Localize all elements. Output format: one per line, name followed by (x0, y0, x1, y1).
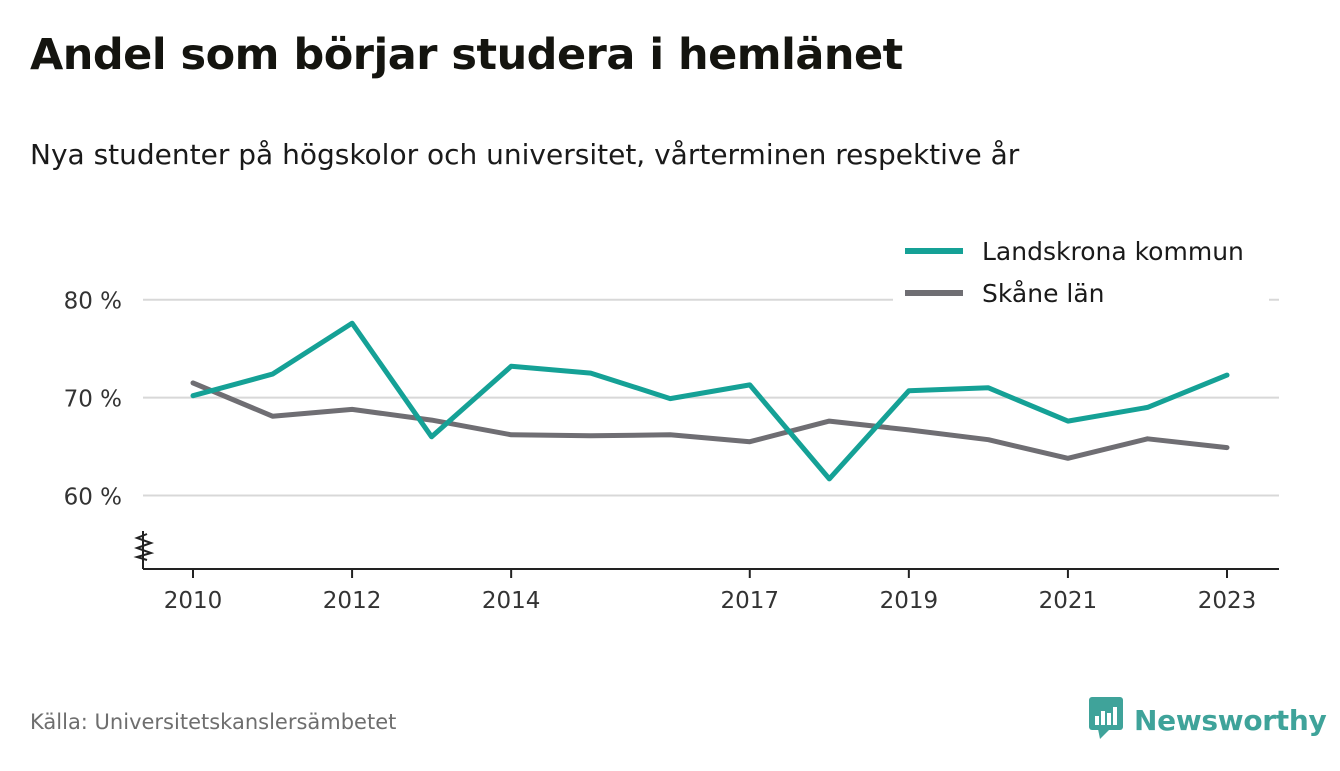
line-chart: 80 % 70 % 60 % 2010 2012 2014 2017 2019 2021 2023… (63, 232, 1279, 614)
x-tick-label: 2014 (482, 588, 541, 614)
y-tick-label: 60 % (64, 485, 122, 511)
chart-title: Andel som börjar studera i hemlänet (30, 30, 903, 80)
x-tick-label: 2019 (880, 588, 939, 614)
newsworthy-logo-icon (1088, 696, 1124, 744)
source-note: Källa: Universitetskanslersämbetet (30, 710, 397, 734)
legend-background (893, 232, 1269, 316)
x-tick-label: 2023 (1198, 588, 1257, 614)
legend-label: Landskrona kommun (982, 237, 1244, 266)
series-line (190, 380, 1230, 461)
x-tick-label: 2017 (720, 588, 779, 614)
axes: 80 % 70 % 60 % 2010 2012 2014 2017 2019 2021 2023 (64, 289, 1279, 614)
y-tick-label: 70 % (64, 387, 122, 413)
axis-break-icon (133, 533, 155, 561)
y-tick-label: 80 % (64, 289, 122, 315)
legend-label: Skåne län (982, 279, 1105, 308)
x-tick-label: 2010 (164, 588, 223, 614)
x-tick-label: 2021 (1039, 588, 1098, 614)
series-line (190, 320, 1230, 482)
series-lines (190, 320, 1230, 482)
x-tick-label: 2012 (323, 588, 382, 614)
legend: Landskrona kommun Skåne län (893, 232, 1269, 316)
chart-subtitle: Nya studenter på högskolor och universit… (30, 138, 1020, 171)
brand-name: Newsworthy (1134, 703, 1327, 737)
gridlines (143, 298, 1279, 497)
brand-logo[interactable]: Newsworthy (1088, 696, 1327, 744)
